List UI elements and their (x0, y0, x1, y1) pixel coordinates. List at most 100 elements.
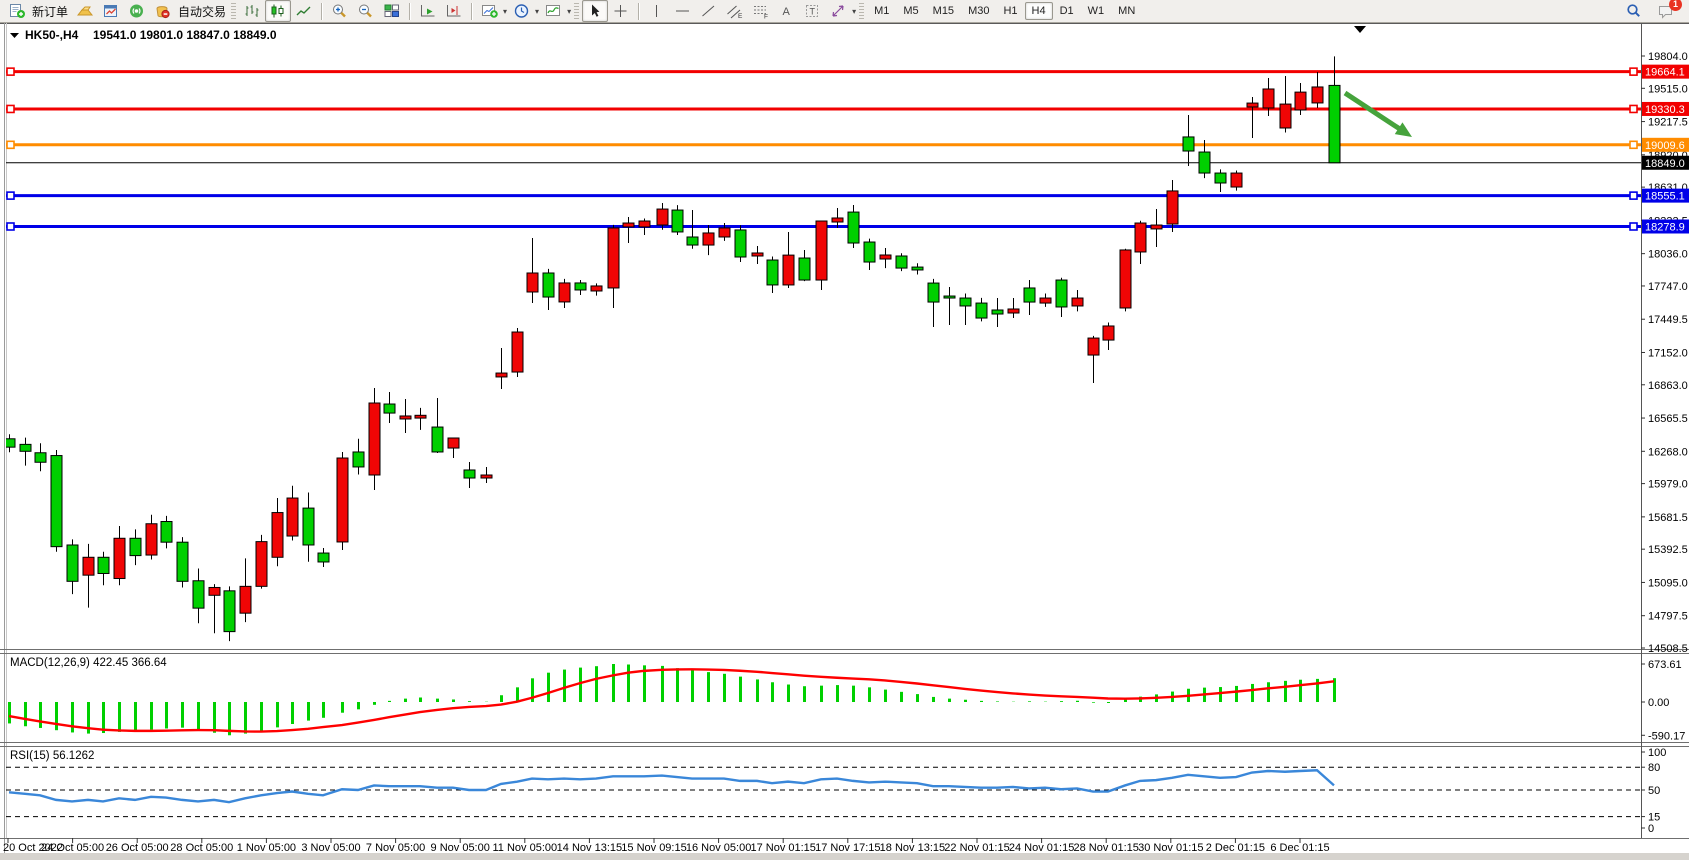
candle-body (847, 211, 860, 244)
time-tick-label[interactable]: 30 Nov 01:15 (1138, 842, 1203, 854)
candle (671, 205, 684, 235)
macd-signal-line (8, 668, 1335, 733)
resistance-line-19330-handle[interactable] (6, 104, 15, 114)
candle-body (352, 451, 365, 468)
pivot-line-19009-handle[interactable] (1629, 140, 1638, 150)
toolbar-right-group: 1 (1621, 0, 1689, 22)
trend-arrow-head[interactable] (1394, 122, 1412, 137)
candle-body (1294, 91, 1307, 111)
trend-arrow-annotation[interactable] (1343, 90, 1406, 134)
support-line-18278-handle[interactable] (1629, 222, 1638, 231)
time-tick-label[interactable]: 9 Nov 05:00 (431, 842, 490, 854)
symbol-dropdown-icon[interactable] (10, 33, 19, 38)
tf-h1[interactable]: H1 (1003, 5, 1018, 17)
resistance-line-19330-handle[interactable] (1629, 104, 1638, 114)
tf-mn[interactable]: MN (1118, 5, 1136, 17)
resistance-line-19664-handle[interactable] (1629, 67, 1638, 76)
support-line-18555-handle[interactable] (6, 191, 15, 200)
line-chart-button[interactable] (291, 0, 317, 22)
cursor-tool-button[interactable] (582, 0, 609, 22)
indicators-caret[interactable]: ▾ (503, 6, 508, 16)
candle (798, 249, 811, 282)
time-tick-label[interactable]: 1 Nov 05:00 (237, 842, 296, 854)
time-tick-label[interactable]: 26 Oct 05:00 (106, 842, 169, 854)
quotes-button[interactable] (72, 0, 98, 22)
candle (782, 231, 795, 288)
price-tick-label: 16863.0 (1648, 380, 1688, 392)
candle (431, 397, 444, 453)
time-tick-label[interactable]: 7 Nov 05:00 (366, 842, 425, 854)
periods-button[interactable] (509, 0, 535, 22)
time-tick-label[interactable]: 14 Nov 13:15 (557, 842, 622, 854)
chart-shift-icon (447, 5, 461, 17)
time-tick-label[interactable]: 16 Nov 05:00 (686, 842, 751, 854)
time-tick-label[interactable]: 3 Nov 05:00 (301, 842, 360, 854)
tf-w1[interactable]: W1 (1087, 5, 1105, 17)
trendline-tool-button[interactable] (696, 0, 722, 22)
candle-body (895, 255, 908, 269)
tile-windows-icon (384, 4, 400, 17)
time-tick-label[interactable]: 24 Nov 01:15 (1009, 842, 1074, 854)
support-line-18555-handle[interactable] (1629, 191, 1638, 200)
resistance-line-19664-handle[interactable] (6, 67, 15, 76)
signals-button[interactable] (124, 0, 150, 22)
candle (463, 462, 476, 488)
time-tick-label[interactable]: 24 Oct 05:00 (41, 842, 104, 854)
vertical-line-tool-button[interactable] (644, 0, 670, 22)
search-button[interactable] (1621, 0, 1647, 22)
tf-m5[interactable]: M5 (903, 5, 919, 17)
price-tag-18278.9 (1642, 219, 1689, 234)
notifications-button[interactable]: 1 (1653, 0, 1682, 22)
fibonacci-tool-button[interactable]: F (748, 0, 774, 22)
chart-shift-button[interactable] (441, 0, 467, 22)
tf-m30[interactable]: M30 (968, 5, 990, 17)
new-order-button[interactable] (4, 0, 30, 22)
magnifier-plus-icon (333, 4, 346, 18)
price-tag-19330.3-text: 19330.3 (1645, 104, 1685, 116)
templates-button[interactable] (541, 0, 567, 22)
tile-windows-button[interactable] (379, 0, 405, 22)
time-tick-label[interactable]: 17 Nov 17:15 (815, 842, 880, 854)
auto-scroll-button[interactable] (415, 0, 441, 22)
crosshair-tool-button[interactable] (608, 0, 634, 22)
pivot-line-19009-handle[interactable] (6, 140, 15, 150)
tf-m15[interactable]: M15 (932, 5, 955, 17)
time-tick-label[interactable]: 17 Nov 01:15 (750, 842, 815, 854)
bar-chart-button[interactable] (239, 0, 265, 22)
zoom-in-button[interactable] (327, 0, 353, 22)
time-tick-label[interactable]: 6 Dec 01:15 (1270, 842, 1329, 854)
channel-tool-button[interactable]: E (722, 0, 748, 22)
candlestick-chart-button[interactable] (265, 0, 292, 22)
time-tick-label[interactable]: 11 Nov 05:00 (492, 842, 557, 854)
autotrade-label[interactable]: 自动交易 (178, 4, 227, 19)
time-tick-label[interactable]: 18 Nov 13:15 (880, 842, 945, 854)
support-line-18278-handle[interactable] (6, 222, 15, 231)
horizontal-line-tool-button[interactable] (670, 0, 696, 22)
autotrade-button[interactable] (150, 0, 176, 22)
candle (414, 407, 427, 430)
arrows-caret[interactable]: ▾ (852, 6, 857, 16)
text-tool-button[interactable]: A (774, 0, 800, 22)
time-tick-label[interactable]: 15 Nov 09:15 (621, 842, 686, 854)
arrows-tool-button[interactable] (826, 0, 852, 22)
time-tick-label[interactable]: 28 Oct 05:00 (170, 842, 233, 854)
candle-body (1214, 172, 1227, 184)
time-tick-label[interactable]: 28 Nov 01:15 (1073, 842, 1138, 854)
chart-shift-marker[interactable] (1354, 26, 1366, 33)
new-order-label[interactable]: 新订单 (32, 4, 69, 19)
time-tick-label[interactable]: 22 Nov 01:15 (944, 842, 1009, 854)
time-tick-label[interactable]: 2 Dec 01:15 (1206, 842, 1265, 854)
indicators-button[interactable] (477, 0, 503, 22)
tf-d1[interactable]: D1 (1059, 5, 1074, 17)
candlestick-chart-icon (271, 4, 284, 18)
tf-m1[interactable]: M1 (874, 5, 890, 17)
zoom-out-button[interactable] (353, 0, 379, 22)
chart-area[interactable]: 19804.019515.019217.518920.018631.018333… (0, 23, 1689, 860)
templates-caret[interactable]: ▾ (567, 6, 572, 16)
periods-caret[interactable]: ▾ (535, 6, 540, 16)
time-tick-label[interactable]: 20 Oct 2022 (3, 842, 63, 854)
text-label-tool-button[interactable]: T (800, 0, 826, 22)
tf-h4[interactable]: H4 (1024, 2, 1053, 20)
candle-body (558, 282, 571, 303)
market-watch-button[interactable] (98, 0, 124, 22)
